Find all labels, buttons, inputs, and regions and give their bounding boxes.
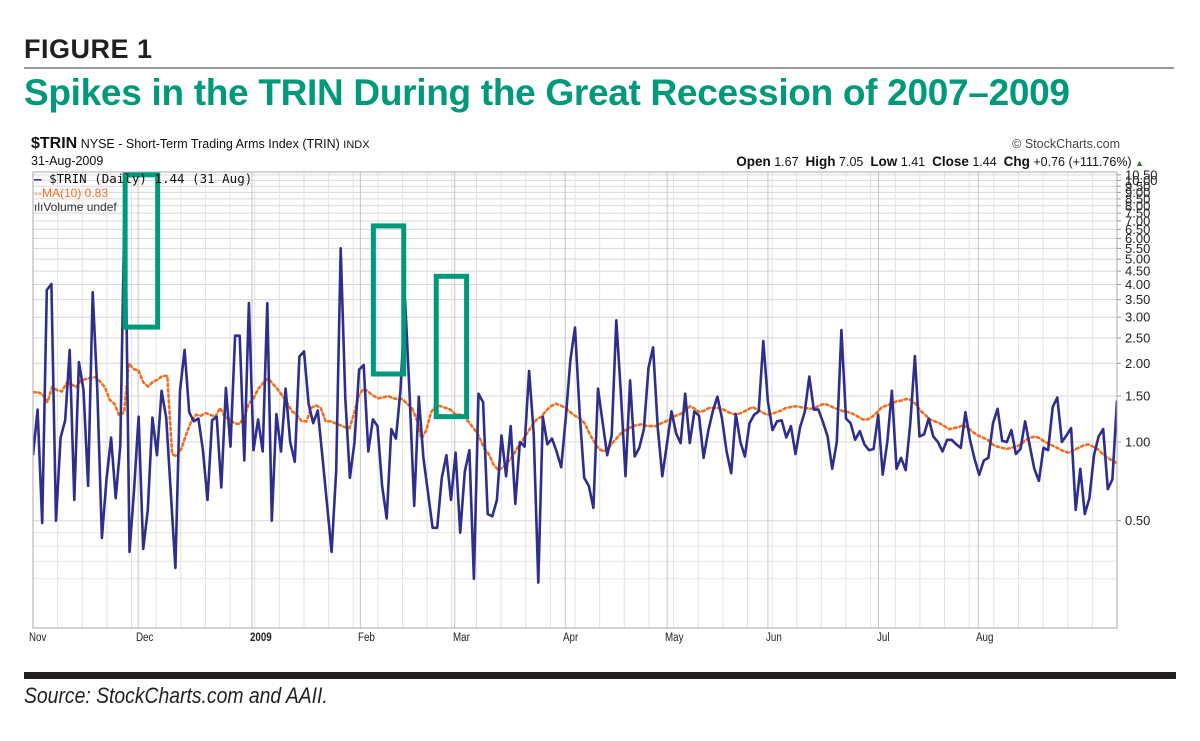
highlight-box-spike-3 <box>433 273 470 420</box>
symbol-description: NYSE - Short-Term Trading Arms Index (TR… <box>80 137 340 151</box>
copyright: © StockCharts.com <box>1012 137 1120 151</box>
y-tick-label: 6.50 <box>1125 222 1150 237</box>
high-label: High <box>805 154 836 169</box>
y-tick-label: 8.00 <box>1125 198 1150 213</box>
x-tick-label: Aug <box>976 632 994 644</box>
source-note: Source: StockCharts.com and AAII. <box>24 683 328 708</box>
y-tick-label: 3.50 <box>1125 292 1150 307</box>
high-value: 7.05 <box>839 155 864 169</box>
y-tick-label: 10.50 <box>1125 167 1158 182</box>
legend-volume-label: Volume undef <box>43 200 117 214</box>
chart-legend: — $TRIN (Daily) 1.44 (31 Aug) --MA(10) 0… <box>34 171 253 215</box>
x-tick-label: Nov <box>29 632 47 644</box>
y-tick-label: 1.00 <box>1125 435 1150 450</box>
y-tick-label: 10.00 <box>1125 173 1158 188</box>
x-tick-label: May <box>665 632 684 644</box>
y-tick-label: 4.50 <box>1125 264 1150 279</box>
figure-label: FIGURE 1 <box>24 34 153 64</box>
low-label: Low <box>870 154 898 169</box>
open-label: Open <box>736 154 771 169</box>
title-divider <box>24 67 1174 69</box>
chart-date: 31-Aug-2009 <box>31 154 104 168</box>
x-tick-label: 2009 <box>249 632 272 644</box>
chg-value: +0.76 (+111.76%) <box>1033 155 1132 169</box>
y-tick-label: 4.00 <box>1125 277 1150 292</box>
highlight-box-spike-1 <box>122 172 161 330</box>
up-triangle-icon: ▲ <box>1135 158 1144 168</box>
x-tick-label: Dec <box>136 632 154 644</box>
y-tick-label: 1.50 <box>1125 388 1150 403</box>
x-tick-label: Feb <box>358 632 376 644</box>
plot-frame <box>32 171 1118 629</box>
symbol: $TRIN <box>31 135 78 152</box>
y-tick-label: 7.00 <box>1125 213 1150 228</box>
close-value: 1.44 <box>972 155 997 169</box>
legend-ma-label: MA(10) 0.83 <box>42 186 109 200</box>
y-tick-label: 5.50 <box>1125 241 1150 256</box>
y-tick-label: 0.50 <box>1125 513 1150 528</box>
exchange: INDX <box>343 139 370 151</box>
y-tick-label: 9.50 <box>1125 179 1150 194</box>
y-tick-label: 3.00 <box>1125 310 1150 325</box>
y-tick-label: 2.00 <box>1125 356 1150 371</box>
y-tick-label: 5.00 <box>1125 252 1150 267</box>
y-axis: 0.50 1.00 1.50 2.00 2.50 3.00 3.504.004.505.00… <box>1117 167 1158 528</box>
y-tick-label: 2.50 <box>1125 330 1150 345</box>
ohlc-summary: Open 1.67 High 7.05 Low 1.41 Close 1.44 … <box>736 154 1144 169</box>
y-tick-label: 8.50 <box>1125 191 1150 206</box>
volume-bars-icon: ılı <box>34 200 44 214</box>
legend-trin-label: $TRIN (Daily) 1.44 (31 Aug) <box>49 171 253 186</box>
chart-grid <box>32 172 1118 628</box>
figure-title: Spikes in the TRIN During the Great Rece… <box>24 72 1070 113</box>
low-value: 1.41 <box>900 155 926 169</box>
x-tick-label: Jun <box>765 632 782 644</box>
y-tick-label: 9.00 <box>1125 185 1150 200</box>
highlight-boxes <box>122 172 470 420</box>
highlight-box-spike-2 <box>370 223 407 377</box>
close-label: Close <box>932 154 969 169</box>
x-tick-label: Mar <box>452 632 470 644</box>
y-tick-label: 6.00 <box>1125 231 1150 246</box>
legend-ma: --MA(10) 0.83 <box>34 186 109 200</box>
y-tick-label: 7.50 <box>1125 206 1150 221</box>
chg-label: Chg <box>1003 154 1030 169</box>
x-tick-label: Jul <box>876 632 890 644</box>
legend-trin: — $TRIN (Daily) 1.44 (31 Aug) <box>34 171 253 186</box>
trin-line <box>33 183 1117 584</box>
bottom-divider <box>24 672 1176 679</box>
x-tick-label: Apr <box>563 632 579 644</box>
open-value: 1.67 <box>774 155 799 169</box>
chart-series <box>33 183 1117 584</box>
ma10-line <box>33 360 1117 472</box>
chart-symbol-header: $TRIN NYSE - Short-Term Trading Arms Ind… <box>31 135 370 153</box>
legend-volume: ılıVolume undef <box>34 200 252 214</box>
